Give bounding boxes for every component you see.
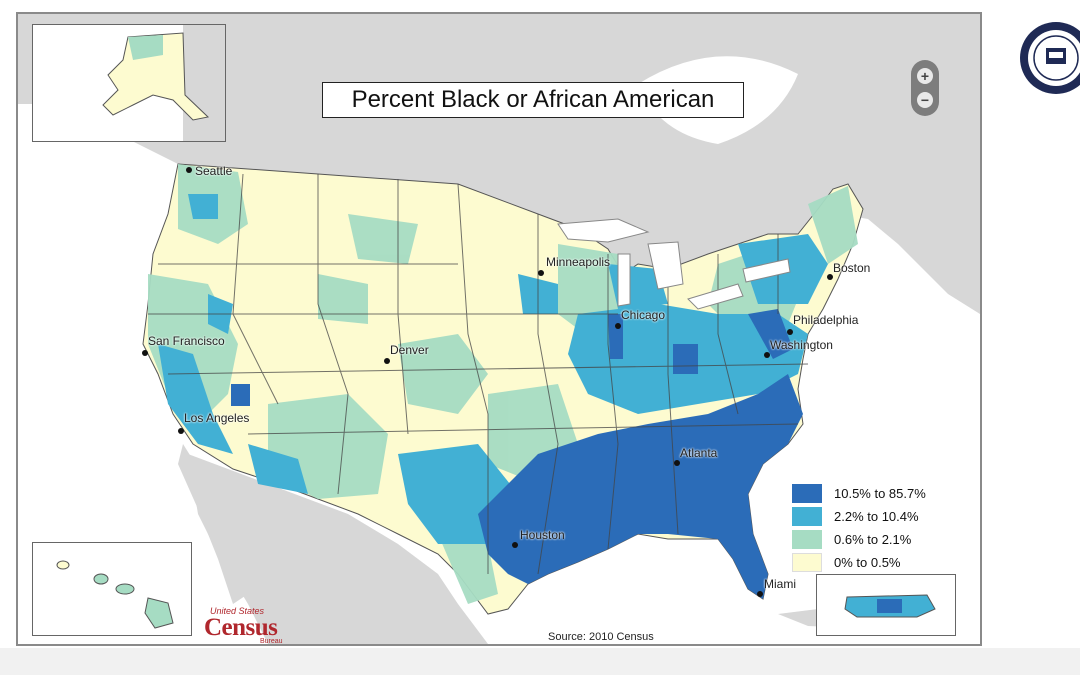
legend-label-low: 0.6% to 2.1% [834,532,912,547]
census-logo-main: Census [204,614,278,641]
alaska-lowband [128,35,163,60]
legend-label-high: 10.5% to 85.7% [834,486,926,501]
city-dot-sf [142,350,148,356]
city-label-seattle: Seattle [195,164,233,178]
city-dot-denver [384,358,390,364]
city-dot-miami [757,591,763,597]
highband-regions [231,309,803,599]
zoom-in-button[interactable]: + [917,68,933,84]
city-dot-seattle [186,167,192,173]
city-label-miami: Miami [764,577,796,591]
hawaii-big-island [144,597,174,629]
legend-swatch-low [792,530,822,549]
city-label-sf: San Francisco [148,334,225,348]
map-legend: 10.5% to 85.7% 2.2% to 10.4% 0.6% to 2.1… [792,482,962,574]
city-label-houston: Houston [520,528,565,542]
city-label-la: Los Angeles [184,411,250,425]
city-label-boston: Boston [833,261,871,275]
city-label-washington: Washington [770,338,833,352]
zoom-out-button[interactable]: − [917,92,933,108]
puerto-rico-highband [877,599,902,613]
hawaii-island-3 [115,583,135,595]
city-label-philadelphia: Philadelphia [793,313,859,327]
city-dot-chicago [615,323,621,329]
state-borders [148,173,809,575]
city-label-denver: Denver [390,343,429,357]
alaska-inset [32,24,226,142]
city-dot-philadelphia [787,329,793,335]
map-title: Percent Black or African American [322,82,744,118]
hawaii-inset [32,542,192,636]
legend-row-high: 10.5% to 85.7% [792,482,962,505]
city-dot-houston [512,542,518,548]
census-logo: United States Census Bureau [202,606,292,645]
legend-row-low: 0.6% to 2.1% [792,528,962,551]
city-dot-atlanta [674,460,680,466]
mexico-land [188,454,488,644]
legend-swatch-lowest [792,553,822,572]
city-label-atlanta: Atlanta [680,446,718,460]
city-label-chicago: Chicago [621,308,666,322]
city-dot-boston [827,274,833,280]
bottom-band [0,648,1080,675]
puerto-rico-inset [816,574,956,636]
city-dot-minneapolis [538,270,544,276]
zoom-control: + − [911,60,939,116]
hawaii-island-2 [93,573,109,585]
canada-land-inset [183,25,225,141]
great-lakes [557,218,791,310]
hawaii-island-1 [56,560,70,570]
city-dot-washington [764,352,770,358]
baja-land [178,444,248,604]
alaska-shape [102,32,210,121]
legend-row-lowest: 0% to 0.5% [792,551,962,574]
legend-swatch-high [792,484,822,503]
source-note: Source: 2010 Census [548,631,654,643]
legend-label-mid: 2.2% to 10.4% [834,509,919,524]
census-logo-bottom: Bureau [260,638,283,645]
legend-row-mid: 2.2% to 10.4% [792,505,962,528]
legend-label-lowest: 0% to 0.5% [834,555,901,570]
naacp-seal [1018,18,1080,98]
city-label-minneapolis: Minneapolis [546,255,611,269]
census-logo-top: United States [210,606,265,616]
map-viewport[interactable]: Percent Black or African American + − [16,12,982,646]
city-dot-la [178,428,184,434]
legend-swatch-mid [792,507,822,526]
